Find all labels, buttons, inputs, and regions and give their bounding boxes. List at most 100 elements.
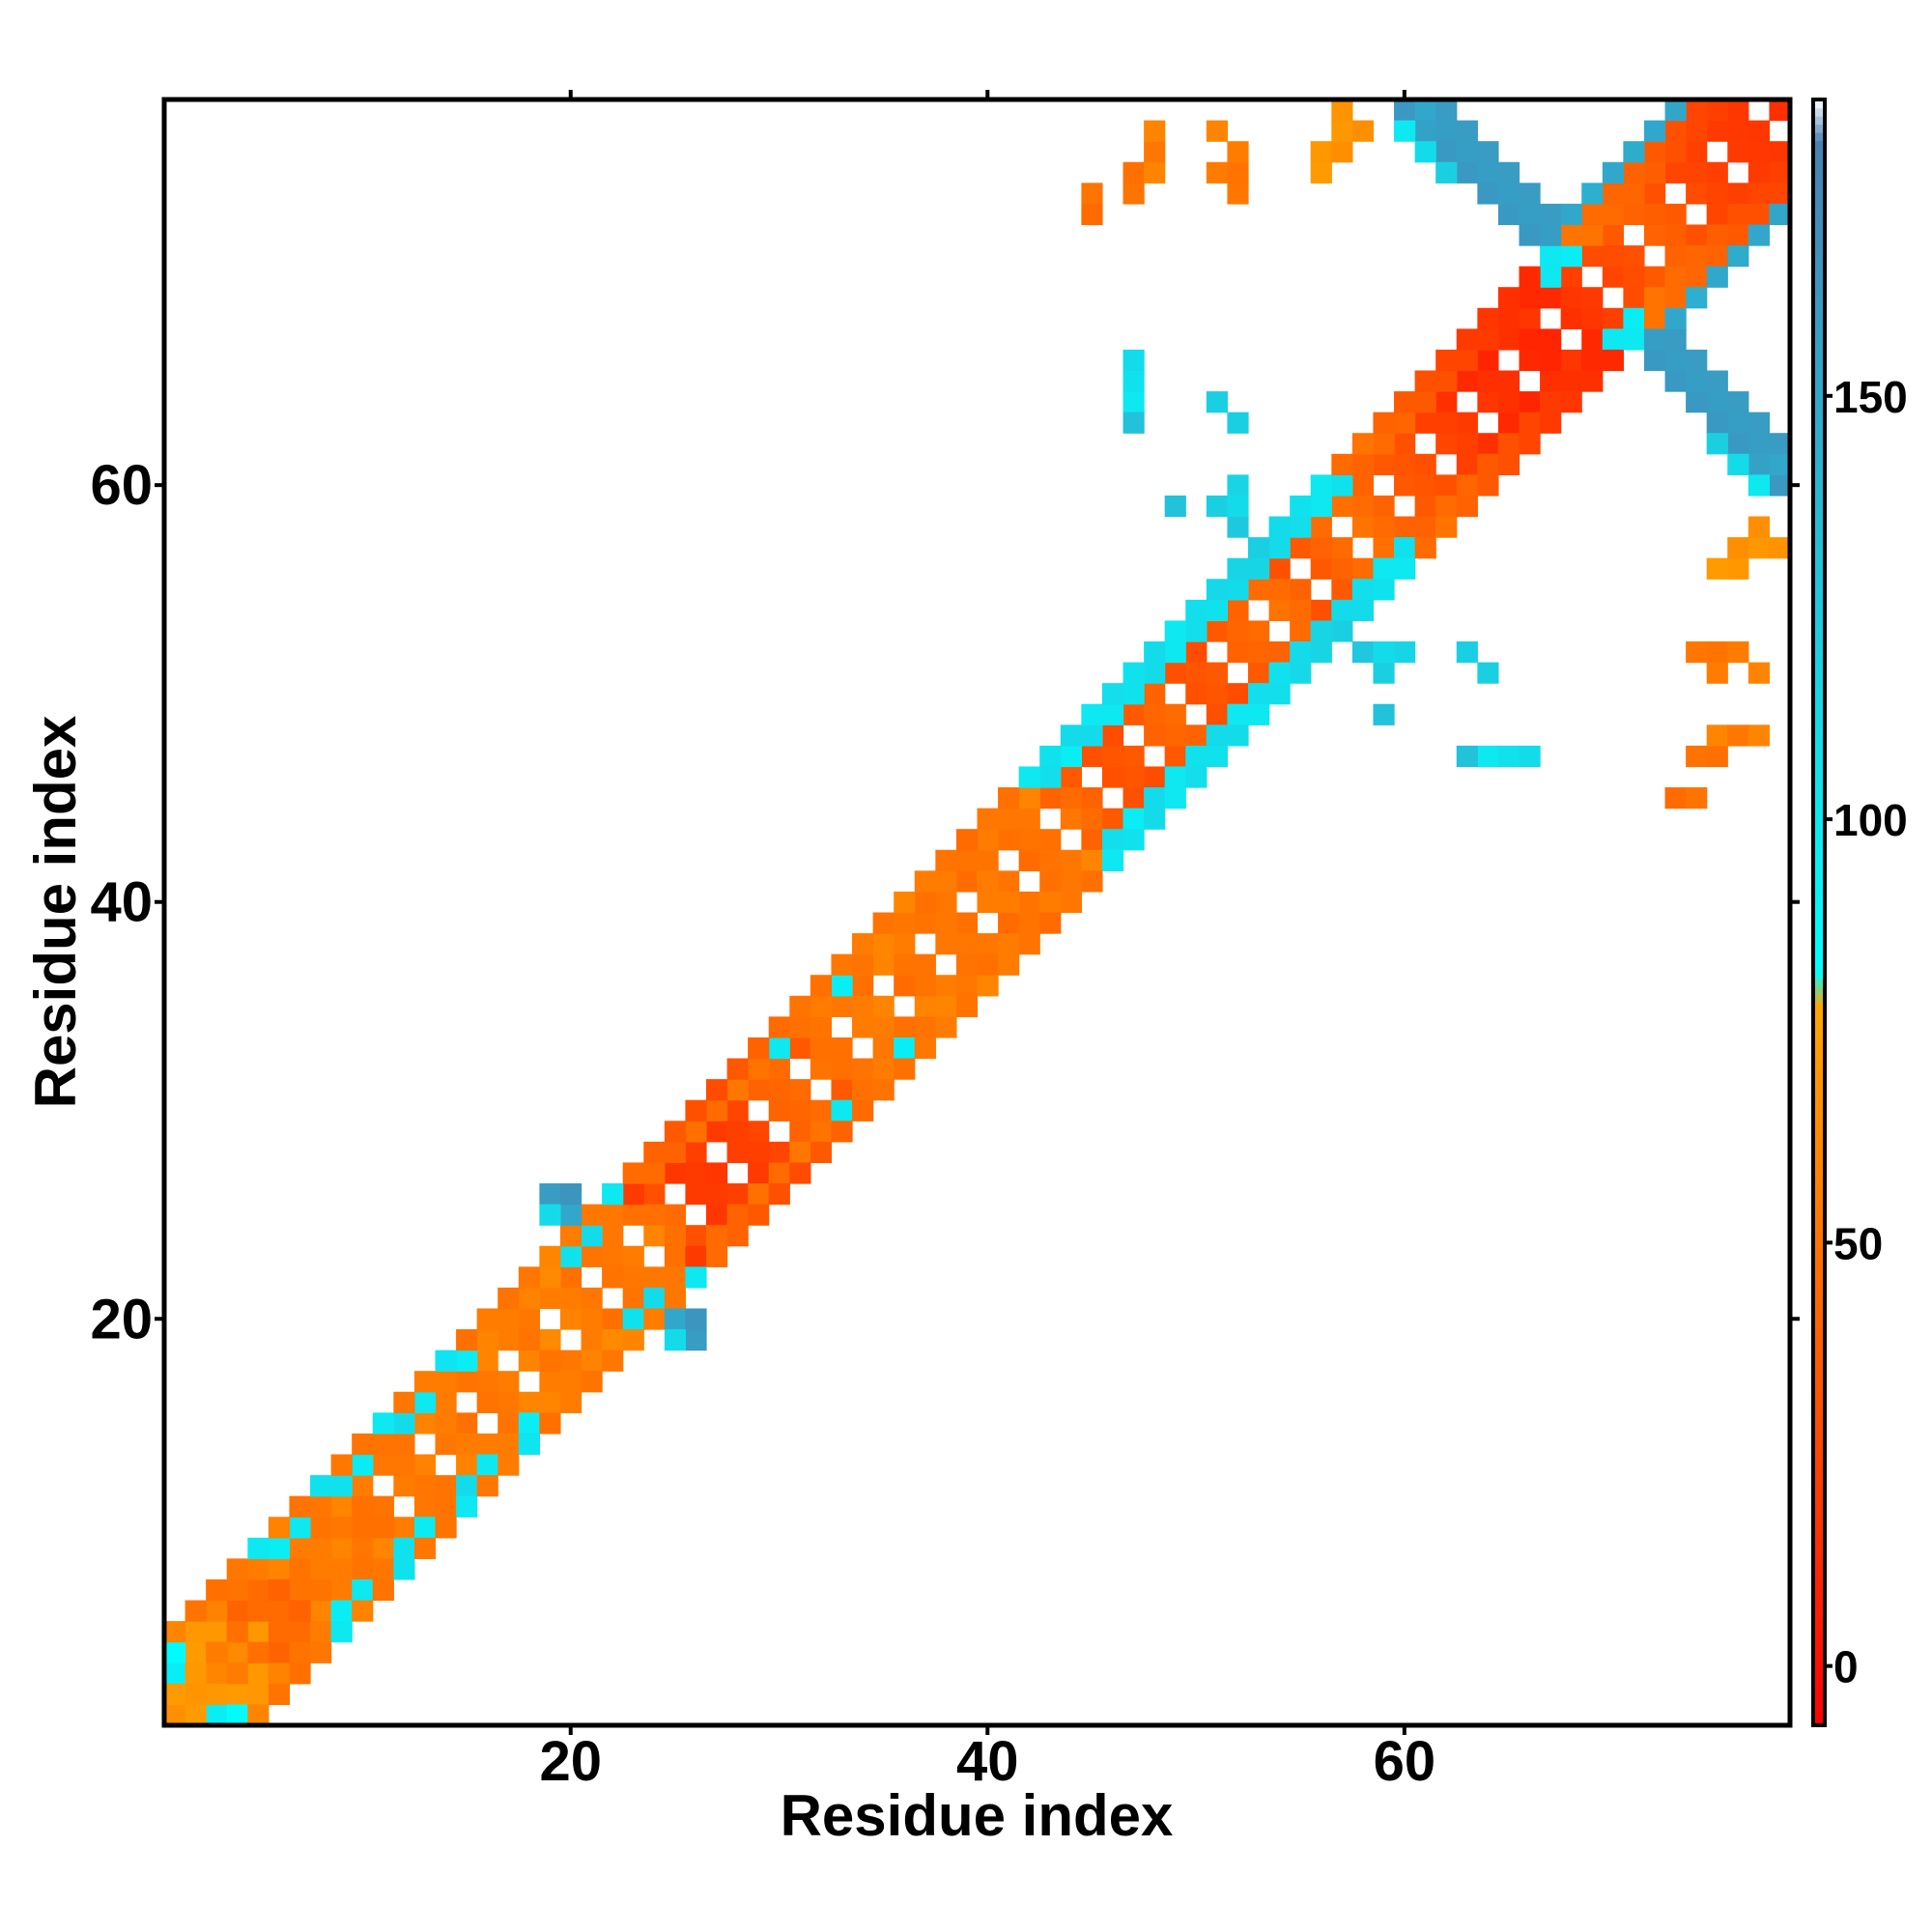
heatmap-cell [1560, 224, 1582, 246]
heatmap-cell [1747, 412, 1771, 434]
heatmap-cell [1144, 141, 1166, 163]
heatmap-cell [1602, 161, 1624, 184]
heatmap-cell [748, 1058, 770, 1080]
heatmap-cell [643, 1308, 666, 1330]
colorbar-segment [1813, 1376, 1825, 1385]
heatmap-cell [1540, 412, 1562, 434]
heatmap-cell [289, 1495, 311, 1518]
heatmap-cell [539, 1266, 561, 1289]
heatmap-cell [435, 1350, 457, 1372]
heatmap-cell [310, 1475, 332, 1497]
heatmap-cell [559, 1287, 582, 1310]
heatmap-cell [998, 870, 1020, 893]
heatmap-cell [1623, 203, 1645, 226]
heatmap-cell [1769, 433, 1791, 455]
heatmap-cell [330, 1475, 353, 1497]
heatmap-cell [1456, 349, 1478, 372]
heatmap-cell [1268, 683, 1291, 705]
heatmap-cell [1248, 683, 1270, 705]
heatmap-cell [289, 1517, 311, 1539]
heatmap-cell [706, 1225, 728, 1247]
colorbar-segment [1813, 514, 1825, 524]
heatmap-cell [1643, 203, 1666, 226]
heatmap-cell [1643, 141, 1666, 163]
colorbar-segment [1813, 1595, 1825, 1605]
colorbar-segment [1813, 1433, 1825, 1442]
colorbar-segment [1813, 1050, 1825, 1060]
heatmap-cell [1268, 662, 1291, 684]
heatmap-cell [413, 1475, 437, 1497]
colorbar-segment [1813, 1546, 1825, 1556]
heatmap-cell [1540, 328, 1562, 351]
heatmap-cell [1706, 203, 1728, 226]
heatmap-cell [1727, 537, 1749, 559]
colorbar-segment [1813, 790, 1825, 800]
colorbar-segment [1813, 1002, 1825, 1011]
heatmap-cell [330, 1578, 353, 1602]
heatmap-cell [226, 1558, 248, 1580]
x-tick-label: 40 [956, 1730, 1019, 1793]
y-axis-title: Residue index [23, 716, 88, 1109]
colorbar-segment [1813, 1391, 1825, 1402]
heatmap-cell [1310, 474, 1332, 497]
heatmap-cell [476, 1371, 498, 1393]
heatmap-cell [1331, 620, 1353, 642]
heatmap-cell [1686, 161, 1708, 184]
heatmap-cell [1686, 287, 1708, 309]
heatmap-cell [685, 1225, 707, 1247]
colorbar-segment [1813, 724, 1825, 735]
heatmap-cell [1206, 599, 1229, 622]
heatmap-cell [935, 1016, 957, 1038]
heatmap-cell [1497, 161, 1520, 184]
colorbar-segment [1813, 1652, 1825, 1662]
heatmap-cell [1560, 370, 1582, 392]
colorbar-segment [1813, 1343, 1825, 1352]
heatmap-cell [1435, 516, 1458, 538]
heatmap-cell [372, 1517, 394, 1539]
heatmap-cell [247, 1704, 270, 1726]
heatmap-cell [1394, 474, 1416, 497]
heatmap-cell [789, 1037, 811, 1060]
heatmap-cell [456, 1475, 478, 1497]
heatmap-cell [935, 891, 957, 914]
heatmap-cell [1414, 141, 1436, 163]
heatmap-cell [831, 995, 853, 1017]
heatmap-cell [1540, 349, 1562, 372]
heatmap-cell [268, 1683, 291, 1706]
heatmap-cell [1706, 266, 1728, 288]
colorbar-segment [1813, 586, 1825, 597]
colorbar-segment [1813, 1278, 1825, 1288]
heatmap-cell [1477, 745, 1499, 768]
heatmap-cell [1540, 245, 1562, 268]
heatmap-cell [726, 1099, 749, 1122]
heatmap-cell [1039, 787, 1062, 810]
colorbar-segment [1813, 960, 1825, 971]
heatmap-cell [1560, 245, 1582, 268]
heatmap-cell [1122, 787, 1145, 810]
heatmap-cell [1706, 433, 1728, 455]
heatmap-cell [1081, 808, 1103, 830]
heatmap-cell [435, 1391, 457, 1413]
heatmap-cell [602, 1350, 624, 1372]
heatmap-cell [1727, 412, 1749, 434]
heatmap-cell [1164, 766, 1186, 788]
colorbar-segment [1813, 172, 1825, 182]
heatmap-cell [1039, 829, 1062, 851]
heatmap-cell [1290, 641, 1312, 664]
heatmap-cell [1144, 703, 1166, 725]
heatmap-cell [1373, 412, 1395, 434]
colorbar-segment [1813, 343, 1825, 353]
heatmap-cell [164, 1683, 186, 1706]
colorbar-segment [1813, 904, 1825, 914]
colorbar-segment [1813, 879, 1825, 890]
colorbar-frame [1811, 98, 1827, 1727]
heatmap-cell [1706, 370, 1728, 392]
heatmap-cell [1456, 453, 1478, 475]
heatmap-cell [664, 1266, 687, 1289]
heatmap-cell [1477, 662, 1499, 684]
heatmap-cell [977, 975, 999, 997]
heatmap-cell [685, 1266, 707, 1289]
colorbar-segment [1813, 717, 1825, 726]
heatmap-cell [1435, 99, 1458, 122]
heatmap-cell [1727, 453, 1749, 475]
